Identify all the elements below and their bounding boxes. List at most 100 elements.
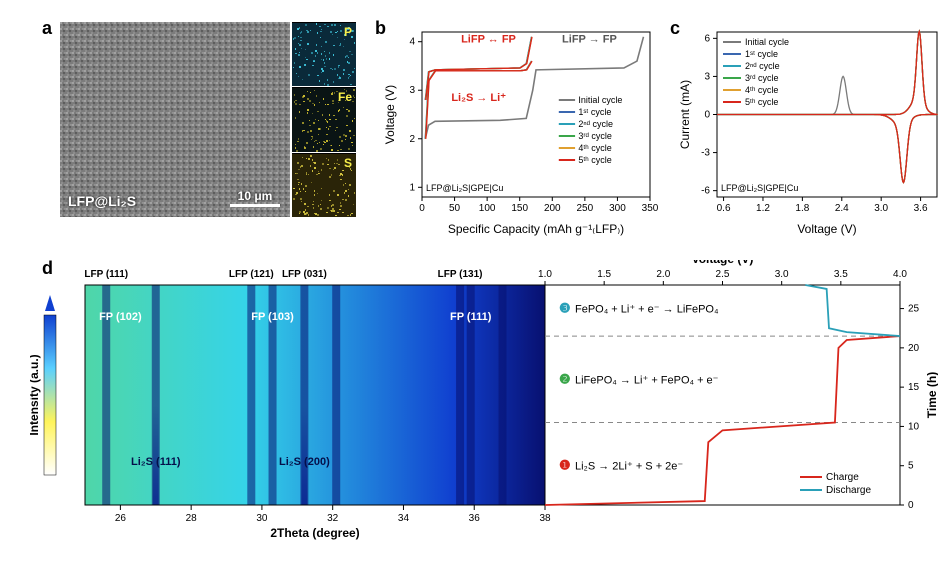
panel-a-sem-image: LFP@Li₂S 10 μm bbox=[60, 22, 290, 217]
svg-text:Li₂S → Li⁺: Li₂S → Li⁺ bbox=[451, 92, 506, 104]
svg-text:Voltage (V): Voltage (V) bbox=[692, 260, 754, 266]
svg-text:LiFP → FP: LiFP → FP bbox=[562, 34, 617, 46]
svg-text:4.0: 4.0 bbox=[893, 269, 907, 280]
svg-text:26: 26 bbox=[115, 513, 127, 524]
svg-text:Intensity (a.u.): Intensity (a.u.) bbox=[30, 354, 41, 435]
svg-text:FePO₄ + Li⁺ + e⁻ → LiFePO₄: FePO₄ + Li⁺ + e⁻ → LiFePO₄ bbox=[575, 304, 719, 316]
element-map-label: P bbox=[344, 25, 352, 39]
svg-text:10: 10 bbox=[908, 421, 920, 432]
svg-text:2.5: 2.5 bbox=[716, 269, 730, 280]
svg-text:5ᵗʰ cycle: 5ᵗʰ cycle bbox=[578, 155, 611, 165]
svg-text:3.5: 3.5 bbox=[834, 269, 848, 280]
svg-text:5: 5 bbox=[908, 461, 914, 472]
svg-text:Current (mA): Current (mA) bbox=[678, 80, 692, 149]
svg-text:❸: ❸ bbox=[559, 301, 571, 316]
svg-text:Charge: Charge bbox=[826, 472, 859, 483]
svg-text:LFP (121): LFP (121) bbox=[229, 269, 274, 280]
element-map-s: S bbox=[292, 153, 356, 217]
svg-text:3.6: 3.6 bbox=[914, 203, 928, 214]
svg-text:1.5: 1.5 bbox=[597, 269, 611, 280]
svg-text:Time (h): Time (h) bbox=[925, 372, 938, 418]
element-map-label: S bbox=[344, 156, 352, 170]
svg-text:Voltage (V): Voltage (V) bbox=[383, 85, 397, 144]
svg-text:2ⁿᵈ cycle: 2ⁿᵈ cycle bbox=[745, 61, 780, 71]
svg-text:Specific Capacity (mAh g⁻¹₍LFP: Specific Capacity (mAh g⁻¹₍LFP₎) bbox=[448, 222, 624, 236]
svg-text:300: 300 bbox=[609, 203, 626, 214]
svg-text:50: 50 bbox=[449, 203, 461, 214]
svg-text:200: 200 bbox=[544, 203, 561, 214]
svg-text:FP (102): FP (102) bbox=[99, 311, 142, 323]
svg-text:350: 350 bbox=[642, 203, 659, 214]
svg-text:2: 2 bbox=[409, 134, 415, 145]
svg-text:25: 25 bbox=[908, 304, 920, 315]
svg-text:2ⁿᵈ cycle: 2ⁿᵈ cycle bbox=[578, 119, 613, 129]
svg-text:100: 100 bbox=[479, 203, 496, 214]
svg-text:34: 34 bbox=[398, 513, 410, 524]
scalebar-text: 10 μm bbox=[230, 189, 280, 203]
svg-text:FP (111): FP (111) bbox=[450, 311, 492, 323]
svg-text:1ˢᵗ cycle: 1ˢᵗ cycle bbox=[745, 49, 778, 59]
svg-text:3ʳᵈ cycle: 3ʳᵈ cycle bbox=[578, 131, 612, 141]
panel-c-chart: 0.6 1.2 1.8 2.4 3.0 3.6 -6 -3 0 3 6 Voltage (V) Curr… bbox=[675, 22, 945, 237]
svg-text:❷: ❷ bbox=[559, 371, 571, 386]
svg-text:1: 1 bbox=[409, 182, 415, 193]
element-maps-column: P Fe S bbox=[292, 22, 356, 217]
svg-text:3.0: 3.0 bbox=[775, 269, 789, 280]
svg-text:250: 250 bbox=[577, 203, 594, 214]
sem-overlay-text: LFP@Li₂S bbox=[68, 193, 136, 209]
svg-text:0: 0 bbox=[419, 203, 425, 214]
svg-text:36: 36 bbox=[469, 513, 481, 524]
svg-text:30: 30 bbox=[256, 513, 268, 524]
svg-text:3.0: 3.0 bbox=[874, 203, 888, 214]
svg-text:3: 3 bbox=[409, 85, 415, 96]
svg-text:LFP@Li₂S|GPE|Cu: LFP@Li₂S|GPE|Cu bbox=[426, 183, 503, 193]
panel-d-chart: Intensity (a.u.) 26 28 30 32 34 36 38 2Theta (de… bbox=[30, 260, 938, 565]
svg-text:20: 20 bbox=[908, 343, 920, 354]
svg-text:LFP (111): LFP (111) bbox=[84, 269, 128, 280]
svg-text:3ʳᵈ cycle: 3ʳᵈ cycle bbox=[745, 73, 779, 83]
svg-text:FP (103): FP (103) bbox=[251, 311, 294, 323]
svg-text:LiFePO₄ → Li⁺ + FePO₄ + e⁻: LiFePO₄ → Li⁺ + FePO₄ + e⁻ bbox=[575, 374, 719, 386]
svg-text:150: 150 bbox=[511, 203, 528, 214]
svg-text:1ˢᵗ cycle: 1ˢᵗ cycle bbox=[578, 107, 611, 117]
element-map-fe: Fe bbox=[292, 87, 356, 151]
svg-text:LFP@Li₂S|GPE|Cu: LFP@Li₂S|GPE|Cu bbox=[721, 183, 798, 193]
svg-text:Li₂S (111): Li₂S (111) bbox=[131, 456, 181, 468]
svg-text:4: 4 bbox=[409, 37, 415, 48]
svg-text:0.6: 0.6 bbox=[717, 203, 731, 214]
panel-a-label: a bbox=[42, 18, 52, 39]
svg-text:2Theta (degree): 2Theta (degree) bbox=[270, 526, 359, 540]
svg-text:1.2: 1.2 bbox=[756, 203, 770, 214]
element-map-p: P bbox=[292, 22, 356, 86]
svg-text:-6: -6 bbox=[701, 186, 710, 197]
svg-text:4ᵗʰ cycle: 4ᵗʰ cycle bbox=[745, 85, 778, 95]
svg-text:1.8: 1.8 bbox=[795, 203, 809, 214]
svg-text:15: 15 bbox=[908, 382, 920, 393]
svg-text:4ᵗʰ cycle: 4ᵗʰ cycle bbox=[578, 143, 611, 153]
svg-text:Li₂S → 2Li⁺ + S + 2e⁻: Li₂S → 2Li⁺ + S + 2e⁻ bbox=[575, 461, 683, 473]
svg-text:2.4: 2.4 bbox=[835, 203, 849, 214]
svg-text:6: 6 bbox=[704, 33, 710, 44]
svg-text:5ᵗʰ cycle: 5ᵗʰ cycle bbox=[745, 97, 778, 107]
svg-text:28: 28 bbox=[186, 513, 198, 524]
scalebar: 10 μm bbox=[230, 189, 280, 207]
svg-text:0: 0 bbox=[908, 500, 914, 511]
svg-text:❶: ❶ bbox=[559, 458, 571, 473]
svg-text:Initial cycle: Initial cycle bbox=[578, 95, 622, 105]
svg-text:38: 38 bbox=[539, 513, 551, 524]
svg-text:Initial cycle: Initial cycle bbox=[745, 37, 789, 47]
svg-text:Voltage (V): Voltage (V) bbox=[797, 222, 856, 236]
svg-text:LFP (031): LFP (031) bbox=[282, 269, 327, 280]
svg-text:3: 3 bbox=[704, 71, 710, 82]
svg-text:0: 0 bbox=[704, 110, 710, 121]
svg-text:Discharge: Discharge bbox=[826, 485, 871, 496]
svg-text:1.0: 1.0 bbox=[538, 269, 552, 280]
svg-text:Li₂S (200): Li₂S (200) bbox=[279, 456, 330, 468]
panel-b-chart: 0 50 100 150 200 250 300 350 1 2 3 4 Specific Capaci… bbox=[380, 22, 660, 237]
svg-text:2.0: 2.0 bbox=[656, 269, 670, 280]
svg-text:LiFP ↔ FP: LiFP ↔ FP bbox=[461, 34, 516, 46]
svg-text:32: 32 bbox=[327, 513, 339, 524]
svg-text:LFP (131): LFP (131) bbox=[438, 269, 483, 280]
element-map-label: Fe bbox=[338, 90, 352, 104]
svg-text:-3: -3 bbox=[701, 148, 710, 159]
